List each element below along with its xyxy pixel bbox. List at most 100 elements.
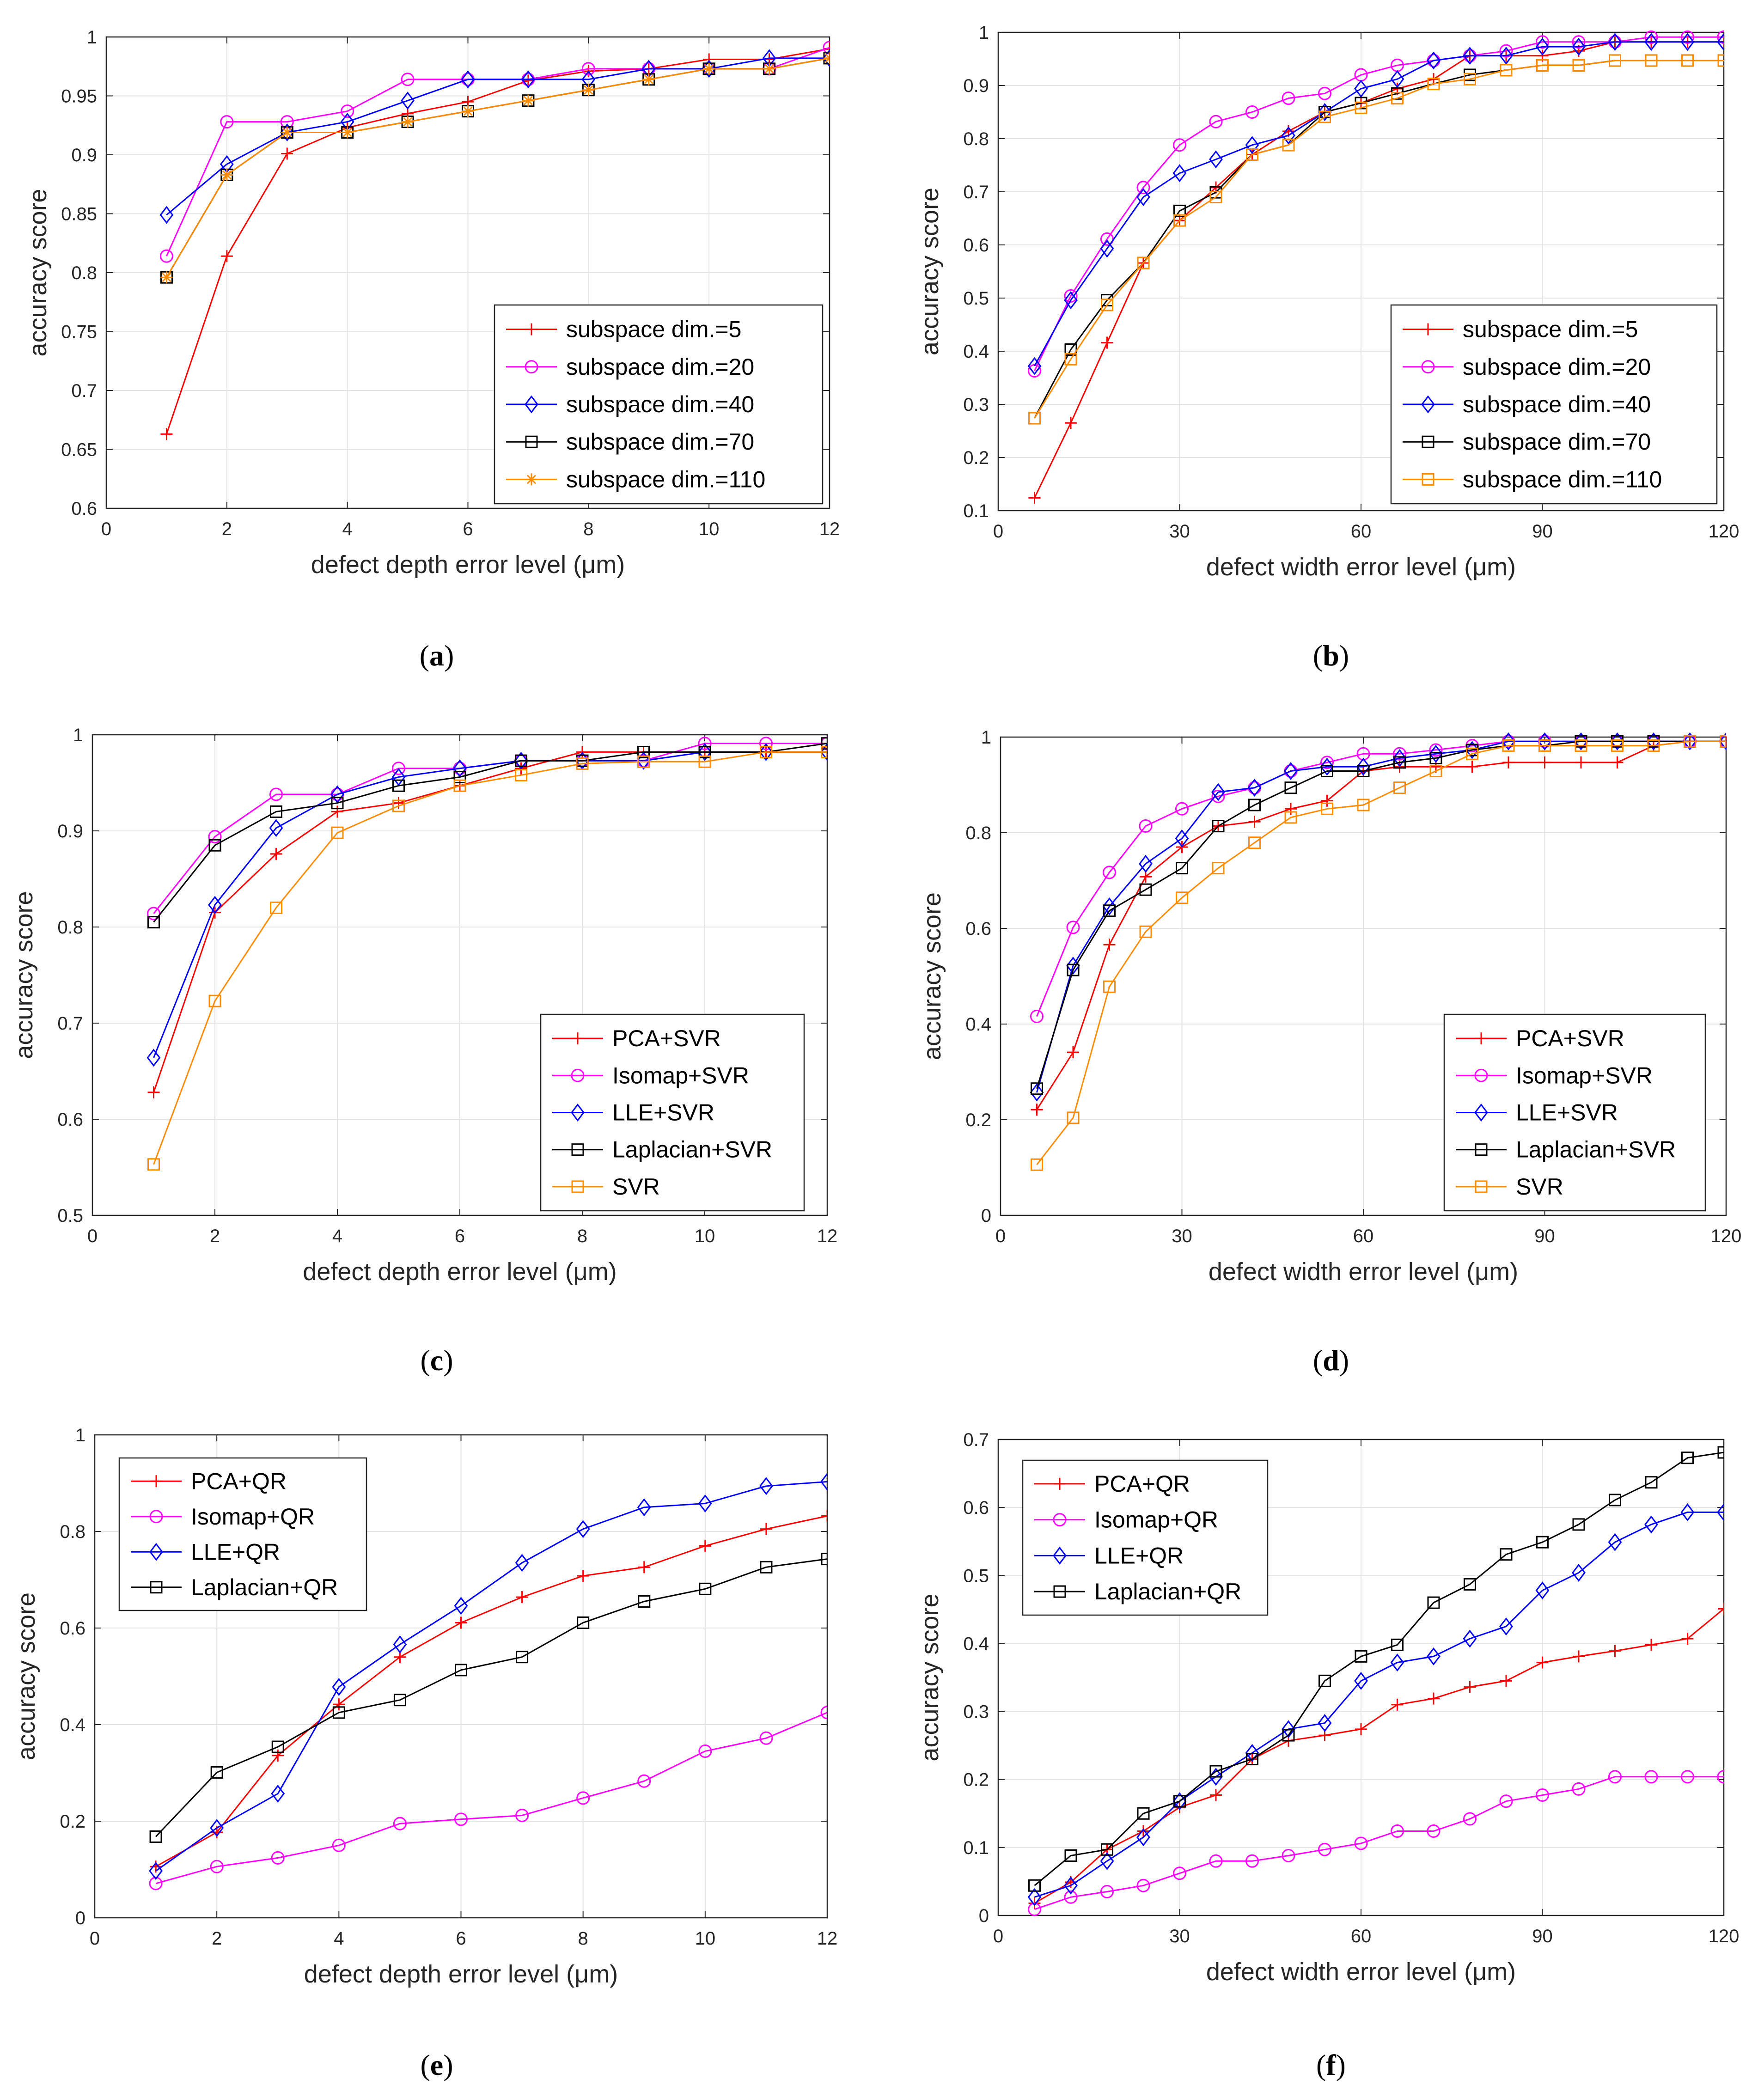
data-point (1028, 1903, 1041, 1916)
data-point (147, 916, 160, 929)
series-3 (1027, 1503, 1724, 1906)
series-line (155, 1515, 827, 1867)
data-point (1245, 1854, 1259, 1868)
data-point (282, 128, 292, 137)
x-tick-label: 2 (222, 519, 232, 539)
data-point (1321, 802, 1333, 815)
legend-marker (571, 1180, 584, 1193)
x-tick-label: 120 (1709, 521, 1740, 542)
x-axis-label: defect depth error level (μm) (303, 1258, 616, 1286)
y-tick-label: 0.7 (963, 1430, 989, 1450)
data-point (1427, 78, 1440, 91)
series-line (153, 751, 827, 1165)
data-point (1318, 1674, 1331, 1687)
data-point (698, 745, 711, 758)
series-line (155, 1558, 827, 1837)
y-tick-label: 0.5 (57, 1206, 83, 1226)
data-point (210, 1766, 223, 1779)
data-point (270, 805, 282, 818)
data-point (824, 53, 830, 60)
y-tick-label: 0.65 (61, 440, 97, 460)
panel-caption: (f) (1316, 2049, 1346, 2081)
y-tick-label: 0.9 (71, 145, 97, 165)
data-point (699, 1582, 712, 1595)
data-point (698, 1494, 712, 1513)
data-point (1608, 33, 1622, 51)
y-tick-label: 1 (73, 725, 83, 745)
data-point (271, 1740, 284, 1753)
panel-caption: (c) (420, 1344, 453, 1377)
panel-b: 0 30 60 90 120 0.1 0.2 0.3 0.4 0.5 0.6 0.7 0.8 0.9 1 de… (916, 23, 1739, 672)
data-point (393, 1635, 407, 1653)
data-point (1390, 70, 1404, 88)
y-axis-label: accuracy score (918, 892, 946, 1060)
data-point (1211, 789, 1225, 803)
series-line (1034, 1608, 1724, 1904)
data-point (702, 60, 716, 78)
data-point (1644, 1770, 1658, 1784)
data-point (403, 117, 413, 127)
data-point (1321, 764, 1333, 777)
legend-marker (525, 395, 538, 414)
panel-a: 0 2 4 6 8 10 12 0.6 0.65 0.7 0.75 0.8 0.85 0.9 0.95 1 de… (24, 27, 840, 672)
data-point (514, 751, 528, 770)
data-point (269, 819, 283, 837)
legend-marker (149, 1543, 163, 1561)
data-point (1684, 735, 1696, 748)
data-point (824, 57, 830, 63)
legend-box (118, 1457, 367, 1611)
series-line (166, 57, 830, 216)
data-point (1500, 1548, 1513, 1561)
legend-label: Laplacian+SVR (1516, 1137, 1676, 1163)
data-point (1647, 739, 1660, 752)
data-point (759, 1477, 773, 1495)
legend-label: subspace dim.=40 (1463, 391, 1651, 417)
data-point (1176, 891, 1188, 904)
legend-marker (1422, 473, 1434, 486)
series-line (155, 1481, 827, 1872)
data-point (391, 768, 406, 786)
data-point (1681, 1770, 1694, 1784)
data-point (1499, 1617, 1513, 1636)
legend-label: Isomap+SVR (1516, 1062, 1653, 1088)
data-point (332, 1678, 346, 1696)
data-point (1645, 1476, 1658, 1489)
data-point (1644, 30, 1658, 44)
data-point (1499, 47, 1513, 65)
legend-marker (1475, 1143, 1488, 1156)
x-tick-label: 6 (455, 1226, 465, 1246)
data-point (280, 123, 294, 142)
data-point (1139, 925, 1152, 938)
data-point (162, 273, 171, 282)
legend-label: PCA+SVR (1516, 1025, 1624, 1051)
data-point (1355, 101, 1367, 114)
data-point (1464, 73, 1476, 85)
y-tick-label: 1 (75, 1425, 85, 1445)
data-point (1031, 1082, 1043, 1095)
data-point (1100, 1885, 1114, 1898)
data-point (269, 787, 283, 801)
data-point (1067, 1111, 1080, 1124)
data-point (1644, 1515, 1658, 1534)
data-point (1610, 732, 1624, 750)
series-line (155, 1712, 827, 1885)
data-point (823, 41, 830, 55)
x-tick-label: 0 (90, 1928, 100, 1949)
data-point (1139, 883, 1152, 896)
data-point (1429, 743, 1443, 757)
y-tick-label: 0.9 (963, 76, 989, 96)
data-point (149, 1862, 163, 1880)
legend: subspace dim.=5 subspace dim.=20 subspace … (1390, 304, 1718, 505)
data-point (1463, 47, 1477, 65)
x-tick-label: 10 (699, 519, 720, 539)
data-point (637, 1498, 651, 1517)
data-point (1284, 811, 1297, 824)
data-point (210, 1860, 224, 1873)
data-point (1427, 1824, 1440, 1838)
data-point (1572, 1518, 1585, 1531)
x-tick-label: 10 (695, 1928, 716, 1949)
data-point (1536, 1788, 1549, 1802)
x-tick-label: 8 (578, 1928, 588, 1949)
data-point (1574, 732, 1588, 750)
